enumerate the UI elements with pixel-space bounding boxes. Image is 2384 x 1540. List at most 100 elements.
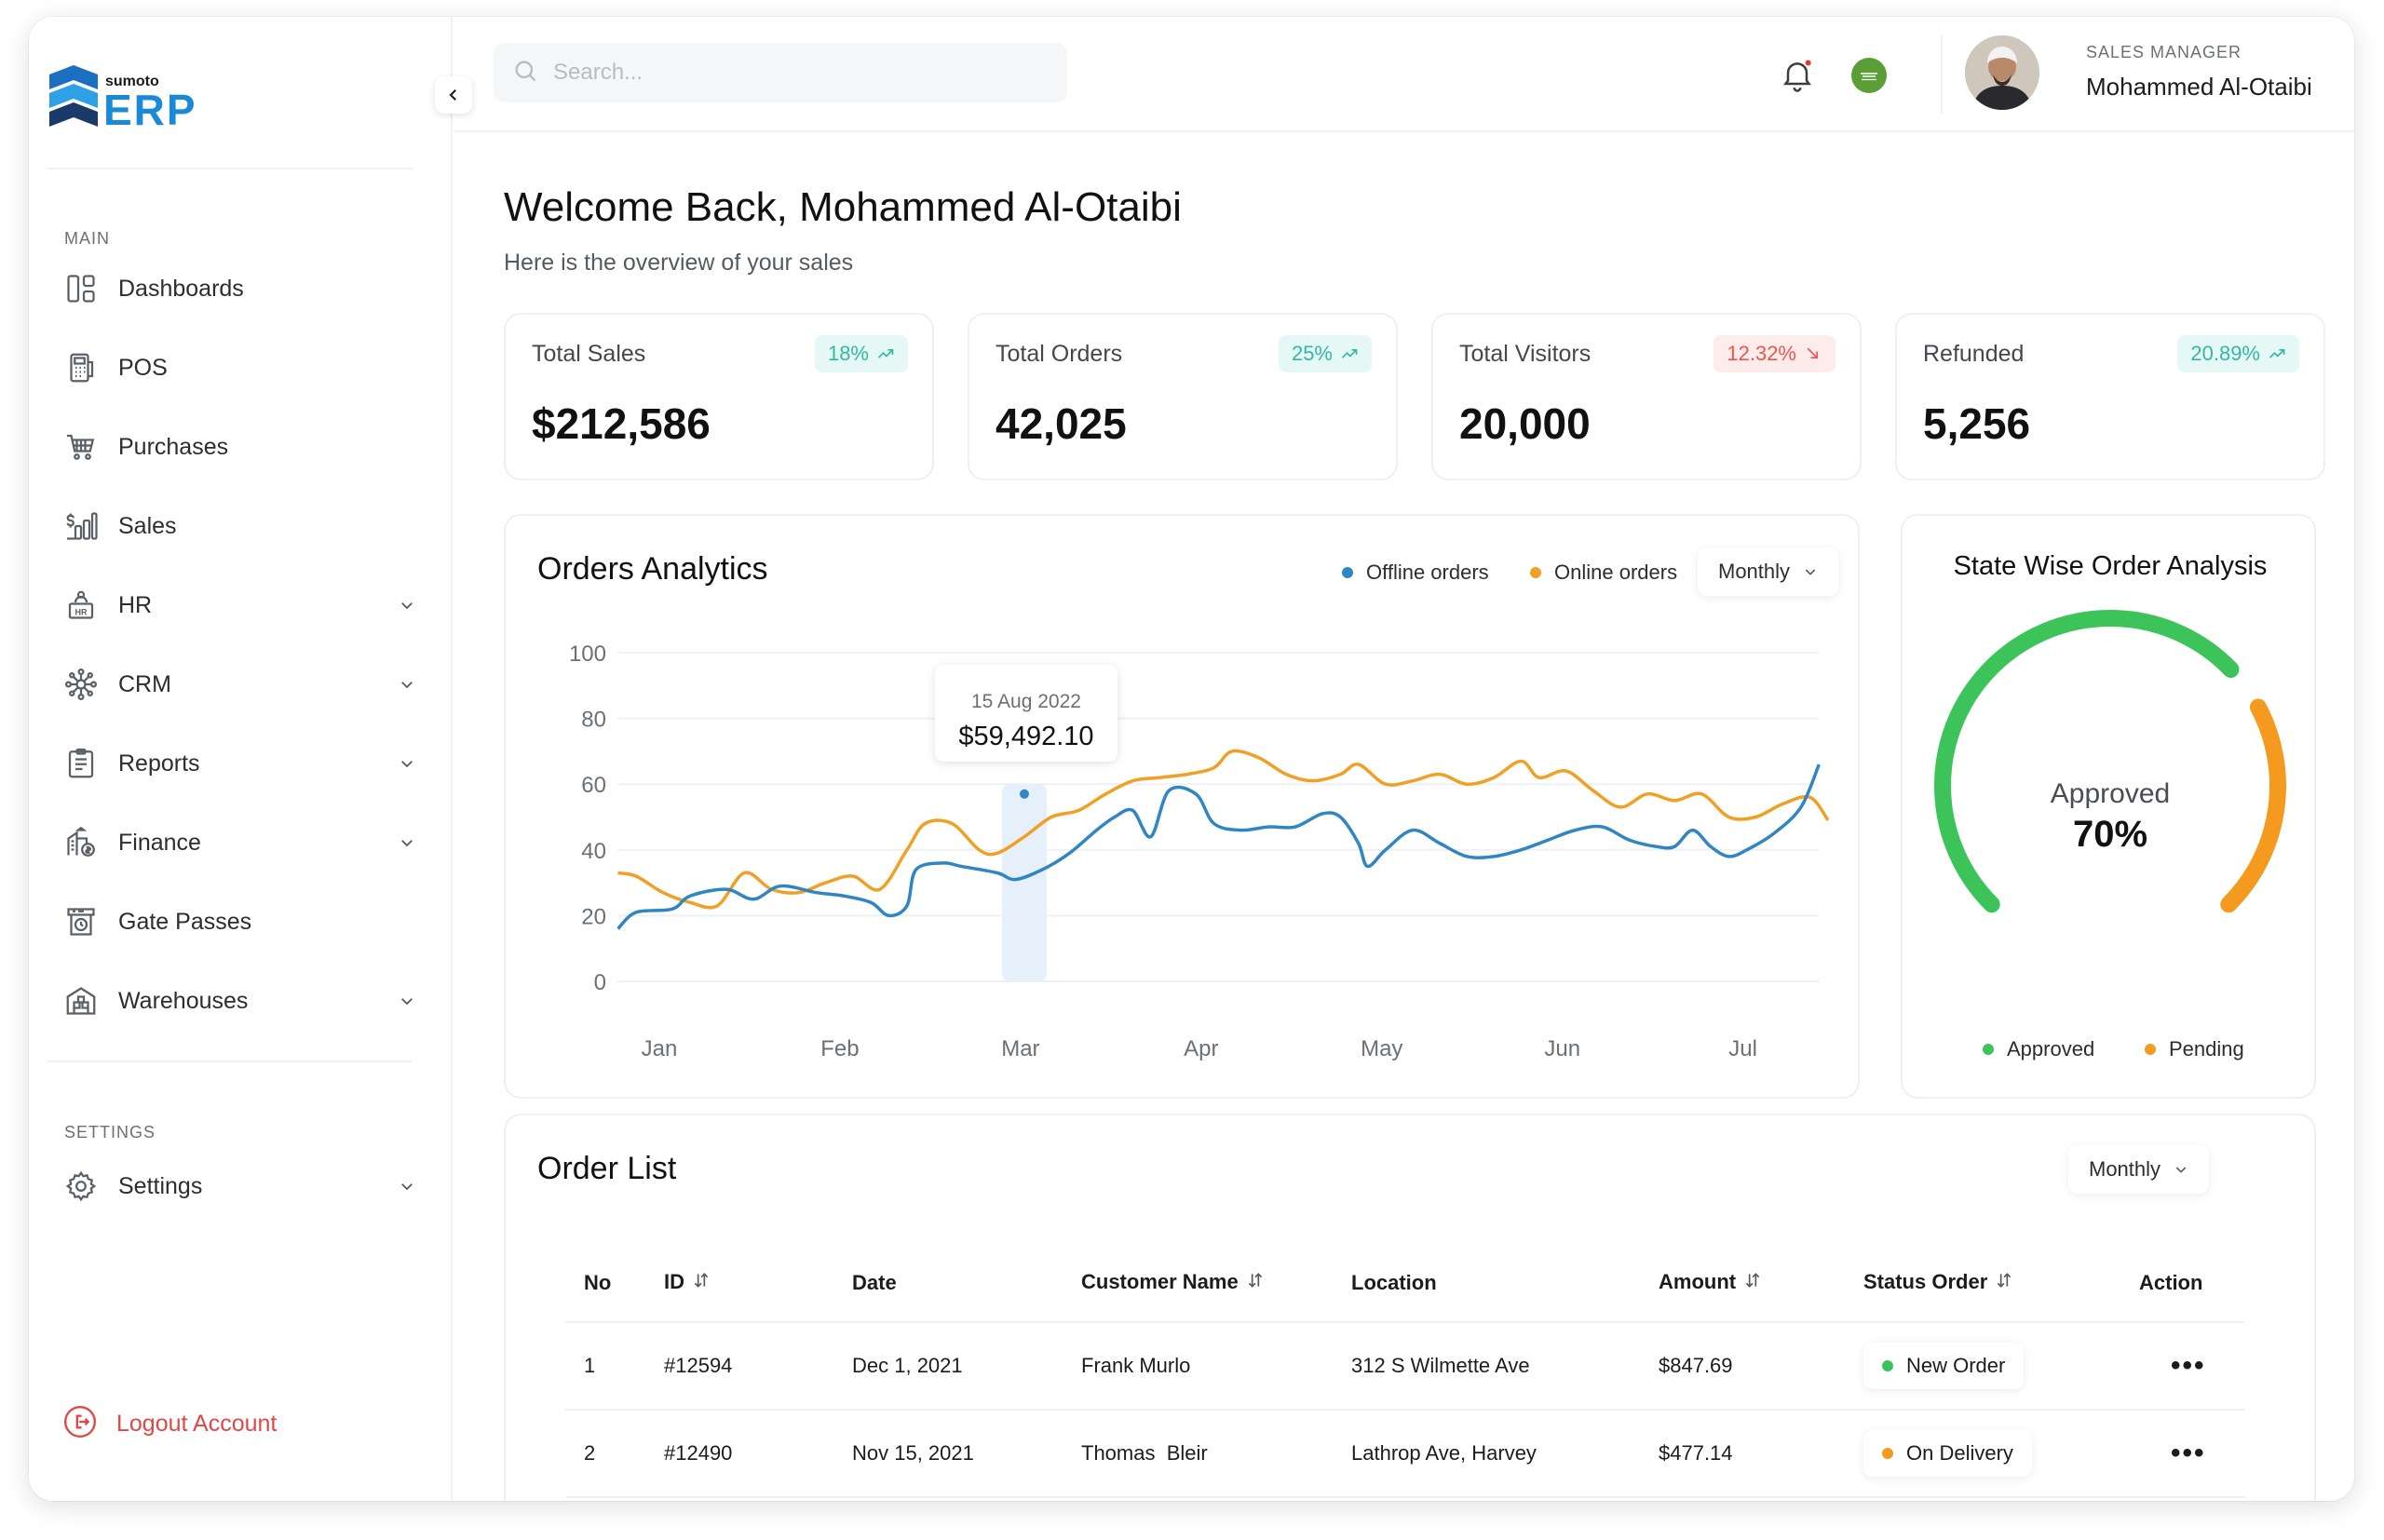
legend-dot (1342, 567, 1353, 578)
cell-status: On Delivery (1863, 1410, 2139, 1498)
sidebar-item-pos[interactable]: POS (62, 342, 431, 394)
chevron-down-icon[interactable] (394, 830, 420, 856)
gate-pass-icon (62, 903, 100, 940)
series-line-offline-orders (616, 763, 1821, 930)
state-wise-title: State Wise Order Analysis (1953, 551, 2268, 581)
stat-card-total-visitors: Total Visitors 12.32% 20,000 (1431, 313, 1862, 480)
logo[interactable]: sumoto ERP (46, 61, 241, 136)
stat-card-total-sales: Total Sales 18% $212,586 (504, 313, 934, 480)
sidebar-item-warehouses[interactable]: Warehouses (62, 975, 431, 1027)
logout-label: Logout Account (116, 1411, 278, 1437)
y-tick-label: 0 (594, 970, 606, 995)
sidebar: sumoto ERP MAIN Dashboards POS Purchases Sa… (29, 17, 453, 1501)
cell-location: 312 S Wilmette Ave (1351, 1322, 1659, 1411)
chevron-down-icon[interactable] (394, 750, 420, 777)
divider (47, 168, 413, 169)
legend-approved: Approved (1983, 1037, 2094, 1061)
trend-value: 25% (1291, 342, 1333, 365)
sidebar-item-dashboards[interactable]: Dashboards (62, 263, 431, 315)
legend-online: Online orders (1530, 561, 1677, 585)
period-value: Monthly (1718, 560, 1791, 583)
cell-action: ••• (2139, 1322, 2245, 1411)
y-tick-label: 20 (581, 904, 606, 929)
sidebar-item-sales[interactable]: Sales (62, 500, 431, 552)
finance-icon (62, 824, 100, 861)
sidebar-item-finance[interactable]: Finance (62, 817, 431, 869)
logout-icon (62, 1404, 98, 1444)
cell-amount: $477.14 (1659, 1410, 1863, 1498)
cell-no: 2 (565, 1410, 664, 1498)
cell-action: ••• (2139, 1410, 2245, 1498)
dashboard-icon (62, 270, 100, 307)
status-label: On Delivery (1906, 1441, 2013, 1465)
sidebar-item-settings[interactable]: Settings (62, 1160, 431, 1212)
top-header: SALES MANAGER Mohammed Al-Otaibi (454, 17, 2354, 132)
cell-customer: Thomas Bleir (1081, 1410, 1351, 1498)
sidebar-item-reports[interactable]: Reports (62, 737, 431, 790)
avatar[interactable] (1965, 35, 2039, 110)
more-actions-icon[interactable]: ••• (2171, 1350, 2206, 1381)
legend-label: Online orders (1554, 561, 1678, 584)
page-title: Welcome Back, Mohammed Al-Otaibi (504, 184, 1182, 230)
sort-icon[interactable] (1246, 1271, 1265, 1295)
column-header-id[interactable]: ID (664, 1244, 852, 1323)
series-line-online-orders (617, 749, 1830, 910)
chevron-left-icon (449, 89, 456, 101)
sidebar-item-gate-passes[interactable]: Gate Passes (62, 896, 431, 948)
more-actions-icon[interactable]: ••• (2171, 1438, 2206, 1468)
sidebar-item-label: Purchases (118, 433, 229, 460)
language-flag-icon[interactable] (1851, 58, 1887, 93)
user-name: Mohammed Al-Otaibi (2086, 73, 2312, 101)
app-window: sumoto ERP MAIN Dashboards POS Purchases Sa… (29, 17, 2354, 1501)
sort-icon[interactable] (1743, 1271, 1762, 1295)
column-header-customer[interactable]: Customer Name (1081, 1244, 1351, 1323)
search-input[interactable] (553, 60, 1056, 86)
x-tick-label: Feb (820, 1036, 859, 1061)
sidebar-item-label: POS (118, 354, 168, 381)
gauge-approved-arc (1934, 609, 2240, 913)
cell-no: 1 (565, 1322, 664, 1411)
order-period-dropdown[interactable]: Monthly (2068, 1145, 2210, 1194)
sort-icon[interactable] (1995, 1271, 2013, 1295)
trend-value: 12.32% (1727, 342, 1796, 365)
status-dot (1882, 1360, 1893, 1371)
collapse-sidebar-button[interactable] (435, 76, 472, 114)
logo-mark-icon: sumoto ERP (49, 65, 196, 134)
x-tick-label: Mar (1001, 1036, 1039, 1061)
table-row[interactable]: 1 #12594 Dec 1, 2021 Frank Murlo 312 S Wilme… (565, 1322, 2245, 1411)
orders-analytics-title: Orders Analytics (537, 551, 768, 587)
orders-analytics-card: Orders Analytics Offline orders Online o… (504, 514, 1860, 1099)
main-section-label: MAIN (64, 229, 110, 248)
sidebar-item-hr[interactable]: HR HR (62, 579, 431, 631)
chevron-down-icon[interactable] (394, 592, 420, 618)
period-dropdown[interactable]: Monthly (1698, 547, 1839, 596)
chevron-down-icon[interactable] (394, 671, 420, 697)
trend-badge: 12.32% (1714, 335, 1835, 372)
cell-customer: Frank Murlo (1081, 1322, 1351, 1411)
sidebar-item-purchases[interactable]: Purchases (62, 421, 431, 473)
legend-label: Pending (2169, 1037, 2244, 1060)
x-tick-label: Jan (642, 1036, 678, 1061)
cell-amount: $847.69 (1659, 1322, 1863, 1411)
logout-button[interactable]: Logout Account (62, 1404, 277, 1444)
sort-icon[interactable] (692, 1271, 711, 1295)
y-tick-label: 60 (581, 773, 606, 798)
y-tick-label: 40 (581, 839, 606, 864)
sidebar-item-crm[interactable]: CRM (62, 658, 431, 710)
x-tick-label: Jun (1544, 1036, 1580, 1061)
orders-line-chart: 100 80 60 40 20 0 Jan Feb Mar Apr May Jun Jul 15 Aug … (569, 642, 1830, 1061)
table-row[interactable]: 2 #12490 Nov 15, 2021 Thomas Bleir Lathrop A… (565, 1410, 2245, 1498)
column-header-amount[interactable]: Amount (1659, 1244, 1863, 1323)
column-header-status[interactable]: Status Order (1863, 1244, 2139, 1323)
sidebar-item-label: HR (118, 591, 153, 618)
chevron-down-icon (1803, 564, 1818, 579)
logo-small-text: sumoto (105, 74, 159, 89)
chevron-down-icon[interactable] (394, 988, 420, 1014)
sidebar-item-label: Gate Passes (118, 908, 252, 935)
notification-bell-icon[interactable] (1777, 54, 1818, 95)
settings-section-label: SETTINGS (64, 1123, 156, 1141)
svg-text:HR: HR (75, 608, 88, 617)
trend-badge: 18% (814, 335, 908, 372)
chevron-down-icon[interactable] (394, 1173, 420, 1199)
cart-icon (62, 428, 100, 466)
